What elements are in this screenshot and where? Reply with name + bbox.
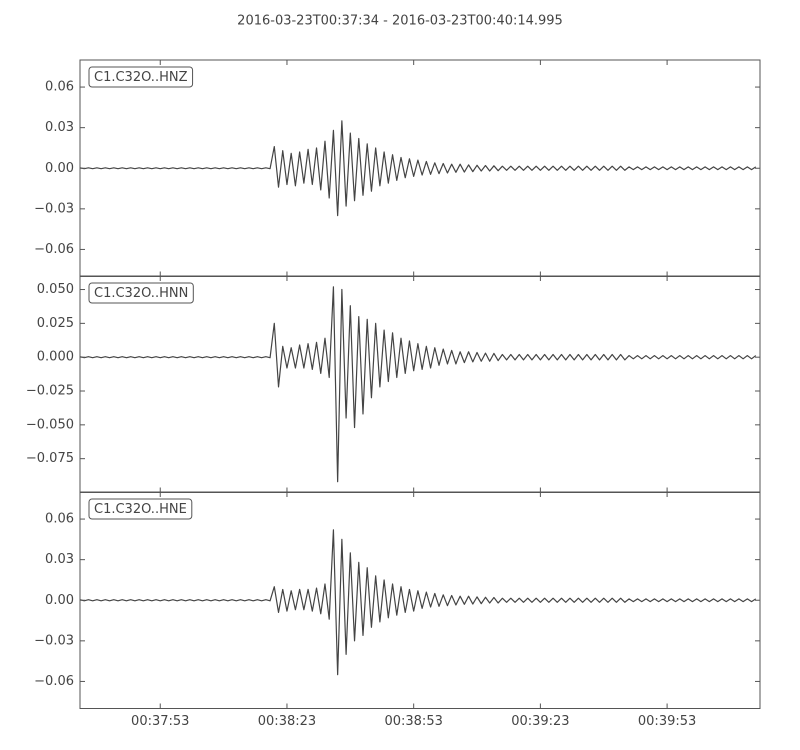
chart-title: 2016-03-23T00:37:34 - 2016-03-23T00:40:1… [237, 14, 563, 29]
x-tick-label: 00:39:23 [511, 714, 569, 729]
y-tick-label: −0.025 [26, 384, 74, 399]
legend-label: C1.C32O..HNZ [94, 70, 188, 85]
legend-box [88, 282, 194, 304]
y-tick-label: 0.00 [45, 593, 74, 608]
legend-box [88, 498, 193, 520]
panel-frame [79, 491, 761, 709]
y-tick-label: 0.06 [45, 512, 74, 527]
x-tick-label: 00:38:53 [384, 714, 442, 729]
legend-label: C1.C32O..HNN [94, 286, 188, 301]
y-tick-label: −0.03 [34, 633, 74, 648]
trace [79, 120, 757, 217]
x-tick-label: 00:39:53 [638, 714, 696, 729]
y-tick-label: 0.050 [37, 282, 74, 297]
y-tick-label: 0.000 [37, 350, 74, 365]
y-tick-label: −0.050 [26, 417, 74, 432]
y-tick-label: −0.06 [34, 674, 74, 689]
legend-label: C1.C32O..HNE [94, 502, 187, 517]
x-tick-label: 00:37:53 [131, 714, 189, 729]
panel-frame [79, 275, 761, 493]
y-tick-label: 0.03 [45, 120, 74, 135]
y-tick-label: −0.075 [26, 451, 74, 466]
legend-box [88, 66, 194, 88]
x-tick-label: 00:38:23 [258, 714, 316, 729]
y-tick-label: 0.025 [37, 316, 74, 331]
y-tick-label: 0.00 [45, 161, 74, 176]
trace [79, 286, 757, 483]
trace [79, 529, 757, 676]
y-tick-label: −0.03 [34, 201, 74, 216]
y-tick-label: 0.03 [45, 552, 74, 567]
y-tick-label: −0.06 [34, 242, 74, 257]
y-tick-label: 0.06 [45, 80, 74, 95]
